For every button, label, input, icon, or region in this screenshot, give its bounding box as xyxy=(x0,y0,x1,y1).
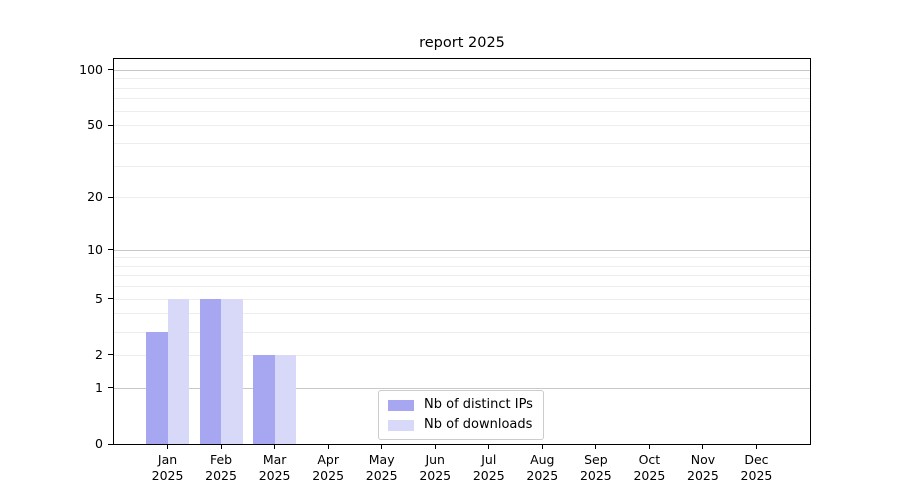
gridline-major-100 xyxy=(114,69,810,71)
y-tick-mark-5 xyxy=(108,298,113,300)
x-tick-mark-dec xyxy=(755,445,757,449)
legend-entry-nb-of-distinct-ips: Nb of distinct IPs xyxy=(388,398,533,412)
x-tick-month-mar: Mar xyxy=(262,452,287,467)
x-tick-mark-jul xyxy=(488,445,490,449)
x-tick-year-jul: 2025 xyxy=(472,468,505,483)
y-tick-label-100: 100 xyxy=(79,61,103,77)
x-tick-year-nov: 2025 xyxy=(687,468,719,483)
y-tick-mark-10 xyxy=(108,249,113,251)
gridline-minor-20 xyxy=(114,197,810,199)
gridline-minor-70 xyxy=(114,98,810,100)
x-tick-year-sep: 2025 xyxy=(579,468,612,483)
x-tick-label-jul: Jul 2025 xyxy=(473,452,505,484)
y-tick-mark-50 xyxy=(108,124,113,126)
gridline-minor-60 xyxy=(114,110,810,112)
legend-label-nb-of-downloads: Nb of downloads xyxy=(424,417,533,432)
bar-nb-of-downloads-feb xyxy=(221,298,243,444)
x-tick-month-jul: Jul xyxy=(481,452,497,467)
x-tick-year-apr: 2025 xyxy=(312,468,345,483)
y-tick-label-2: 2 xyxy=(95,346,103,362)
x-tick-year-feb: 2025 xyxy=(205,468,237,483)
x-tick-mark-apr xyxy=(327,445,329,449)
x-tick-mark-nov xyxy=(702,445,704,449)
x-tick-mark-mar xyxy=(274,445,276,449)
gridline-minor-6 xyxy=(114,286,810,288)
gridline-minor-8 xyxy=(114,265,810,267)
gridline-minor-3 xyxy=(114,331,810,333)
y-tick-mark-20 xyxy=(108,196,113,198)
x-tick-month-aug: Aug xyxy=(530,452,555,467)
x-tick-label-jun: Jun 2025 xyxy=(419,452,451,484)
x-tick-mark-aug xyxy=(541,445,543,449)
legend-swatch-nb-of-distinct-ips xyxy=(388,399,414,411)
x-tick-month-jun: Jun xyxy=(425,452,445,467)
x-tick-year-aug: 2025 xyxy=(526,468,559,483)
x-tick-label-jan: Jan 2025 xyxy=(152,452,184,484)
bar-nb-of-downloads-mar xyxy=(274,354,297,444)
bar-nb-of-distinct-ips-mar xyxy=(253,354,275,444)
chart-title: report 2025 xyxy=(419,35,505,51)
legend: Nb of distinct IPs Nb of downloads xyxy=(378,390,544,440)
y-tick-label-50: 50 xyxy=(87,117,103,133)
x-tick-label-dec: Dec 2025 xyxy=(741,452,773,484)
y-tick-label-1: 1 xyxy=(95,379,103,395)
x-tick-year-mar: 2025 xyxy=(258,468,291,483)
gridline-minor-7 xyxy=(114,275,810,277)
x-tick-mark-sep xyxy=(595,445,597,449)
bar-nb-of-downloads-jan xyxy=(167,298,190,444)
x-tick-label-oct: Oct 2025 xyxy=(633,452,665,484)
x-tick-year-may: 2025 xyxy=(365,468,398,483)
x-tick-month-sep: Sep xyxy=(584,452,608,467)
x-tick-month-oct: Oct xyxy=(638,452,661,467)
gridline-major-10 xyxy=(114,249,810,251)
x-tick-month-nov: Nov xyxy=(690,452,716,467)
gridline-minor-4 xyxy=(114,313,810,315)
gridline-minor-2 xyxy=(114,354,810,356)
x-tick-label-sep: Sep 2025 xyxy=(580,452,612,484)
x-tick-mark-jan xyxy=(167,445,169,449)
gridline-minor-5 xyxy=(114,298,810,300)
y-tick-mark-100 xyxy=(108,69,113,71)
x-tick-label-apr: Apr 2025 xyxy=(312,452,344,484)
x-tick-label-nov: Nov 2025 xyxy=(687,452,719,484)
x-tick-mark-oct xyxy=(648,445,650,449)
x-tick-mark-jun xyxy=(434,445,436,449)
x-tick-month-dec: Dec xyxy=(744,452,769,467)
x-tick-mark-may xyxy=(381,445,383,449)
gridline-minor-80 xyxy=(114,87,810,89)
y-tick-label-10: 10 xyxy=(87,241,103,257)
bar-nb-of-distinct-ips-feb xyxy=(199,298,222,444)
x-tick-month-apr: Apr xyxy=(317,452,339,467)
x-tick-year-jan: 2025 xyxy=(151,468,184,483)
gridline-minor-50 xyxy=(114,125,810,127)
legend-swatch-nb-of-downloads xyxy=(388,419,414,431)
y-tick-mark-2 xyxy=(108,354,113,356)
x-tick-month-feb: Feb xyxy=(209,452,233,467)
y-tick-label-20: 20 xyxy=(87,189,103,205)
gridline-minor-40 xyxy=(114,142,810,144)
x-tick-year-oct: 2025 xyxy=(633,468,666,483)
plot-area xyxy=(113,58,811,445)
x-tick-label-mar: Mar 2025 xyxy=(259,452,291,484)
x-tick-mark-feb xyxy=(220,445,222,449)
y-tick-mark-0 xyxy=(108,443,113,445)
x-tick-year-jun: 2025 xyxy=(419,468,452,483)
x-tick-label-may: May 2025 xyxy=(366,452,398,484)
x-tick-month-may: May xyxy=(368,452,395,467)
gridline-minor-9 xyxy=(114,257,810,259)
x-tick-year-dec: 2025 xyxy=(740,468,773,483)
bar-nb-of-distinct-ips-jan xyxy=(146,331,168,444)
y-tick-label-5: 5 xyxy=(95,290,103,306)
x-tick-label-aug: Aug 2025 xyxy=(526,452,558,484)
x-tick-month-jan: Jan xyxy=(157,452,178,467)
y-tick-mark-1 xyxy=(108,387,113,389)
gridline-major-1 xyxy=(114,387,810,389)
y-tick-label-0: 0 xyxy=(95,436,103,451)
gridline-minor-90 xyxy=(114,78,810,80)
gridline-minor-30 xyxy=(114,165,810,167)
x-tick-label-feb: Feb 2025 xyxy=(205,452,237,484)
legend-entry-nb-of-downloads: Nb of downloads xyxy=(388,418,533,432)
legend-label-nb-of-distinct-ips: Nb of distinct IPs xyxy=(424,397,533,412)
